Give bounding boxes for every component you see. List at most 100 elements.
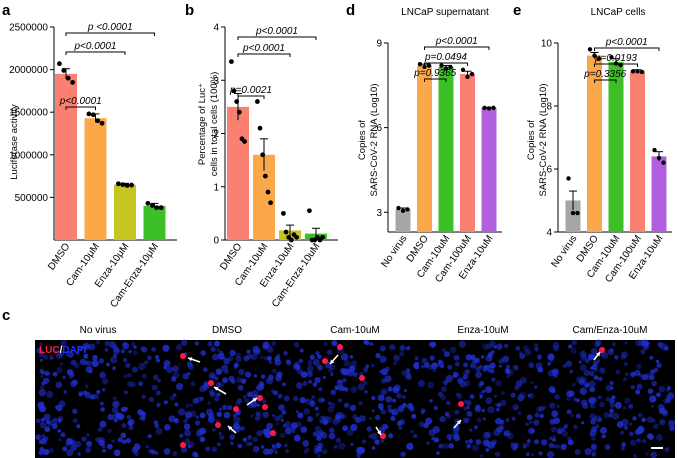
chart-e-point bbox=[609, 54, 614, 60]
chart-b-significance-bracket bbox=[237, 95, 265, 99]
arrow-icon bbox=[246, 397, 258, 406]
micrograph-caption-4: Enza-10uM bbox=[457, 325, 508, 336]
chart-a-bar bbox=[114, 184, 136, 240]
chart-e-p-value: p=0.0193 bbox=[594, 53, 637, 64]
arrow-icon bbox=[213, 386, 227, 395]
chart-e-bar bbox=[565, 200, 581, 232]
micrograph-1 bbox=[35, 339, 163, 458]
chart-b-ytick-label: 3 bbox=[213, 76, 219, 87]
chart-e-point bbox=[592, 53, 597, 58]
chart-d-bar bbox=[481, 107, 497, 232]
panel-label-c: c bbox=[2, 307, 10, 324]
chart-e-significance-bracket bbox=[594, 79, 617, 83]
micrograph-caption-5: Cam/Enza-10uM bbox=[572, 325, 647, 336]
chart-d-title: LNCaP supernatant bbox=[401, 7, 489, 18]
chart-d-ytick-label: 9 bbox=[376, 39, 382, 50]
chart-a-point bbox=[154, 205, 160, 211]
chart-e-point bbox=[566, 176, 571, 181]
chart-d-point bbox=[405, 207, 410, 212]
chart-d-point bbox=[443, 66, 449, 71]
chart-a-p-value: p<0.0001 bbox=[74, 41, 117, 52]
chart-d-ytick-label: 3 bbox=[376, 208, 382, 219]
chart-a-ytick-label: 1000000 bbox=[9, 150, 48, 161]
chart-a-point bbox=[65, 75, 71, 81]
micrograph-2 bbox=[162, 339, 293, 458]
chart-e-ylabel-line1: Copies of bbox=[526, 120, 537, 160]
chart-e-ytick-label: 10 bbox=[541, 39, 553, 50]
chart-e-title: LNCaP cells bbox=[591, 7, 646, 18]
chart-b: 01234DMSOCam-10uMEnza-10uMCam-Enza-10uMp… bbox=[213, 23, 338, 310]
chart-b-significance-bracket bbox=[237, 36, 317, 40]
panel-label-a: a bbox=[2, 2, 11, 19]
chart-d-point bbox=[491, 105, 496, 111]
chart-d-point bbox=[482, 105, 487, 111]
panel-label-b: b bbox=[185, 2, 194, 19]
chart-d-point bbox=[469, 71, 475, 77]
chart-d-point bbox=[417, 61, 423, 67]
chart-a-ytick-label: 2000000 bbox=[9, 65, 48, 76]
chart-b-point bbox=[268, 200, 273, 206]
chart-e-ytick-label: 4 bbox=[546, 228, 552, 239]
chart-b-point bbox=[231, 88, 237, 94]
chart-d-point bbox=[422, 64, 427, 70]
chart-a-point bbox=[86, 111, 92, 117]
chart-a-bar bbox=[143, 205, 166, 240]
charts-layer: 500000 1000000 1500000 2000000 2500000 DMSO Ca… bbox=[9, 22, 672, 310]
chart-e-point bbox=[587, 47, 593, 52]
arrow-icon bbox=[329, 354, 339, 365]
chart-b-point bbox=[242, 139, 248, 144]
chart-e-p-value: p<0.0001 bbox=[605, 37, 648, 48]
micrograph-3 bbox=[290, 340, 421, 458]
chart-a-point bbox=[124, 183, 130, 188]
chart-a-point bbox=[145, 200, 151, 206]
chart-e-point bbox=[661, 160, 666, 165]
chart-b-p-value: p<0.0001 bbox=[255, 26, 298, 37]
chart-b-ytick-label: 4 bbox=[213, 23, 219, 34]
luc-positive-cell bbox=[599, 347, 605, 353]
chart-e-point bbox=[596, 56, 602, 61]
chart-a-point bbox=[149, 203, 155, 208]
micrograph-layer bbox=[35, 339, 676, 458]
micrograph-nuclei bbox=[35, 339, 163, 457]
chart-a-bar bbox=[84, 118, 107, 240]
chart-e-point bbox=[575, 210, 580, 216]
micrograph-nuclei bbox=[417, 340, 548, 458]
chart-a-point bbox=[120, 182, 126, 188]
chart-b-bar bbox=[253, 154, 275, 240]
micrograph-caption-1: No virus bbox=[80, 325, 117, 336]
arrow-icon bbox=[187, 357, 201, 363]
chart-a-ytick-label: 1500000 bbox=[9, 108, 48, 119]
arrow-icon bbox=[593, 351, 601, 361]
chart-d-bar bbox=[438, 66, 454, 232]
chart-b-point bbox=[260, 152, 266, 158]
chart-b-point bbox=[255, 99, 260, 104]
chart-a-ytick-label: 500000 bbox=[15, 193, 49, 204]
luc-positive-cell bbox=[208, 380, 214, 386]
luc-positive-cell bbox=[180, 442, 186, 448]
luc-positive-cell bbox=[233, 406, 239, 412]
luc-positive-cell bbox=[359, 375, 365, 381]
chart-d-p-value: p<0.0001 bbox=[435, 36, 478, 47]
chart-d-point bbox=[460, 67, 466, 72]
chart-d-ylabel-line2: SARS-CoV-2 RNA (Log10) bbox=[369, 84, 380, 197]
chart-a-point bbox=[61, 68, 67, 73]
chart-e-significance-bracket bbox=[594, 47, 660, 51]
panel-label-d: d bbox=[346, 2, 355, 19]
chart-b-point bbox=[281, 210, 286, 216]
chart-e-point bbox=[570, 210, 576, 216]
chart-a-point bbox=[57, 61, 62, 67]
micrograph-caption-3: Cam-10uM bbox=[330, 325, 379, 336]
chart-d-p-value: p=0.0494 bbox=[424, 52, 467, 63]
luc-positive-cell bbox=[337, 344, 343, 350]
chart-e-point bbox=[613, 61, 619, 66]
chart-b-point bbox=[262, 173, 268, 179]
micrograph-nuclei bbox=[290, 340, 421, 458]
chart-b-bar bbox=[227, 106, 249, 240]
chart-e-point bbox=[656, 155, 662, 161]
chart-e-bar bbox=[651, 156, 667, 232]
chart-d-significance-bracket bbox=[424, 62, 468, 66]
chart-b-point bbox=[265, 189, 271, 195]
chart-d-bar bbox=[395, 209, 411, 232]
luc-positive-cell bbox=[322, 358, 328, 364]
chart-e-category-label: No virus bbox=[549, 233, 579, 269]
